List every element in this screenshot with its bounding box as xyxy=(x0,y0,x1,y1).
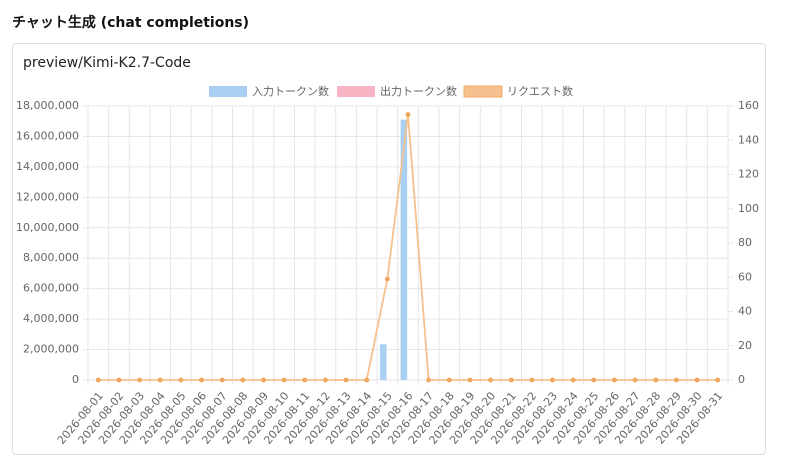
point xyxy=(529,377,535,383)
point xyxy=(405,112,411,118)
legend-swatch xyxy=(209,86,247,97)
point xyxy=(302,377,308,383)
legend-label: 入力トークン数 xyxy=(252,85,329,98)
bar xyxy=(400,119,408,380)
point xyxy=(137,377,143,383)
y2-tick-label: 0 xyxy=(738,373,745,386)
y2-tick-label: 160 xyxy=(738,99,759,112)
y2-tick-label: 60 xyxy=(738,270,752,283)
point xyxy=(550,377,556,383)
chart-card: preview/Kimi-K2.7-Code xyxy=(12,43,766,455)
legend-swatch xyxy=(337,86,375,97)
point xyxy=(488,377,494,383)
y-tick-label: 0 xyxy=(72,373,79,386)
section-heading: チャット生成 (chat completions) xyxy=(12,15,250,31)
point xyxy=(322,377,328,383)
point xyxy=(570,377,576,383)
y-tick-label: 8,000,000 xyxy=(23,251,79,264)
legend-swatch xyxy=(463,85,503,98)
point xyxy=(384,276,390,282)
point xyxy=(446,377,452,383)
point xyxy=(653,377,659,383)
point xyxy=(632,377,638,383)
point xyxy=(694,377,700,383)
point xyxy=(364,377,370,383)
point xyxy=(219,377,225,383)
y-tick-label: 18,000,000 xyxy=(16,99,79,112)
point xyxy=(715,377,721,383)
point xyxy=(157,377,163,383)
point xyxy=(508,377,514,383)
point xyxy=(95,377,101,383)
point xyxy=(116,377,122,383)
y-tick-label: 14,000,000 xyxy=(16,160,79,173)
point xyxy=(240,377,246,383)
y2-tick-label: 80 xyxy=(738,236,752,249)
y-tick-label: 6,000,000 xyxy=(23,282,79,295)
card-title: preview/Kimi-K2.7-Code xyxy=(23,55,191,71)
point xyxy=(199,377,205,383)
y2-tick-label: 40 xyxy=(738,305,752,318)
point xyxy=(611,377,617,383)
y2-tick-label: 140 xyxy=(738,133,759,146)
point xyxy=(426,377,432,383)
point xyxy=(467,377,473,383)
point xyxy=(591,377,597,383)
point xyxy=(281,377,287,383)
y-tick-label: 12,000,000 xyxy=(16,190,79,203)
y-tick-label: 10,000,000 xyxy=(16,221,79,234)
y-tick-label: 4,000,000 xyxy=(23,312,79,325)
legend-label: 出力トークン数 xyxy=(380,84,457,98)
y2-tick-label: 100 xyxy=(738,202,759,215)
legend-label: リクエスト数 xyxy=(507,85,573,98)
y2-tick-label: 20 xyxy=(738,339,752,352)
y-tick-label: 16,000,000 xyxy=(16,129,79,142)
y2-tick-label: 120 xyxy=(738,168,759,181)
point xyxy=(343,377,349,383)
y-tick-label: 2,000,000 xyxy=(23,343,79,356)
point xyxy=(178,377,184,383)
bar xyxy=(379,344,387,380)
point xyxy=(673,377,679,383)
point xyxy=(260,377,266,383)
